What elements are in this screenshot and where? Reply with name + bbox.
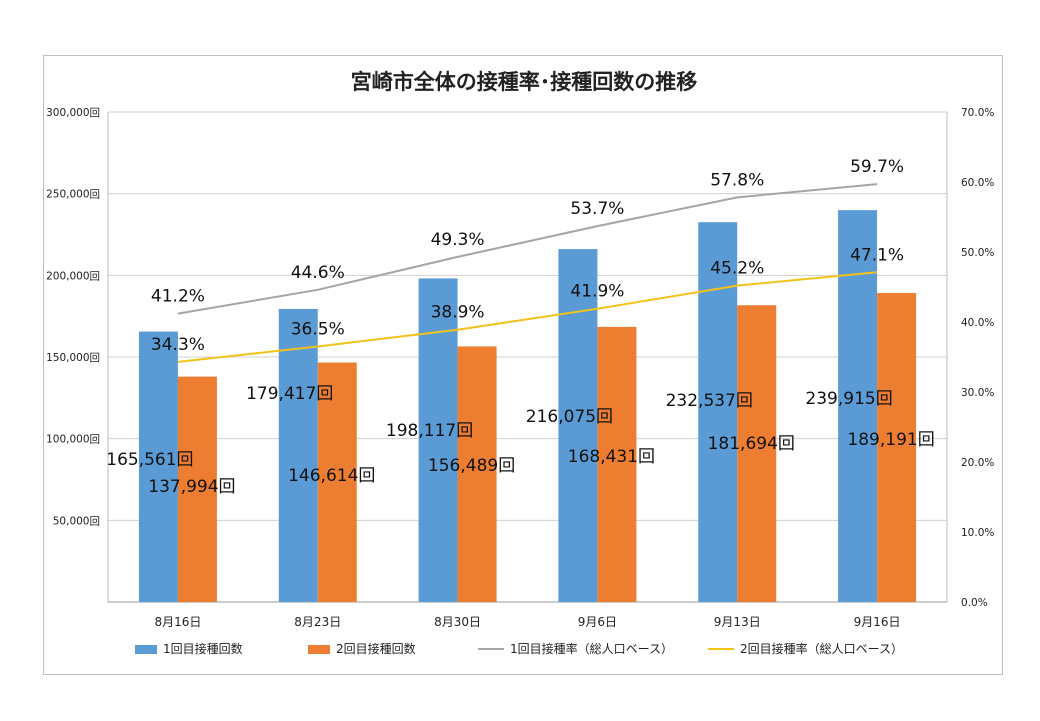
bar-data-label: 189,191回: [847, 430, 934, 450]
bar: [278, 308, 318, 602]
y-left-tick-label: 300,000回: [46, 107, 100, 119]
line-data-label: 49.3%: [431, 230, 485, 250]
legend-label: 2回目接種回数: [336, 641, 416, 656]
legend-swatch: [135, 645, 157, 654]
y-left-tick-label: 50,000回: [53, 515, 100, 527]
bar-data-label: 216,075回: [526, 407, 613, 427]
bar: [138, 331, 178, 602]
chart-svg: 宮崎市全体の接種率･接種回数の推移 50,000回 100,000回 150,000…: [46, 70, 994, 656]
y-right-tick-label: 30.0%: [961, 387, 994, 399]
line-data-label: 53.7%: [570, 199, 624, 219]
y-right-tick-label: 50.0%: [961, 247, 994, 259]
bar: [317, 362, 357, 602]
bar-data-label: 137,994回: [148, 477, 235, 497]
chart-frame: 宮崎市全体の接種率･接種回数の推移 50,000回 100,000回 150,000…: [43, 55, 1003, 675]
bar-data-label: 156,489回: [428, 456, 515, 476]
bar-data-label: 168,431回: [568, 447, 655, 467]
x-tick-label: 8月23日: [294, 615, 341, 629]
legend-swatch: [308, 645, 330, 654]
chart-title: 宮崎市全体の接種率･接種回数の推移: [351, 70, 698, 94]
bar: [558, 249, 598, 602]
legend-label: 1回目接種率（総人口ベース）: [510, 641, 673, 656]
bar-data-label: 165,561回: [106, 450, 193, 470]
x-tick-label: 9月13日: [714, 615, 761, 629]
bar-data-label: 239,915回: [805, 389, 892, 409]
line-data-label: 36.5%: [291, 320, 345, 340]
bar: [177, 376, 217, 602]
legend-label: 2回目接種率（総人口ベース）: [740, 641, 903, 656]
legend-label: 1回目接種回数: [163, 641, 243, 656]
y-right-tick-label: 60.0%: [961, 177, 994, 189]
bar: [597, 326, 637, 602]
line-data-label: 38.9%: [431, 303, 485, 323]
bar-data-label: 181,694回: [708, 434, 795, 454]
x-tick-label: 9月16日: [854, 615, 901, 629]
line-data-label: 59.7%: [850, 157, 904, 177]
bar-data-label: 198,117回: [386, 421, 473, 441]
series-line: [177, 271, 878, 363]
line-data-label: 47.1%: [850, 245, 904, 265]
y-left-tick-label: 250,000回: [46, 189, 100, 201]
line-data-label: 34.3%: [151, 335, 205, 355]
y-right-tick-label: 10.0%: [961, 527, 994, 539]
line-data-label: 57.8%: [710, 170, 764, 190]
bar-data-label: 232,537回: [666, 391, 753, 411]
series-line: [177, 183, 878, 315]
line-data-label: 41.2%: [151, 287, 205, 307]
bar-data-label: 146,614回: [288, 466, 375, 486]
x-tick-label: 8月30日: [434, 615, 481, 629]
y-right-tick-label: 20.0%: [961, 457, 994, 469]
y-right-tick-label: 0.0%: [961, 597, 988, 609]
line-data-label: 44.6%: [291, 263, 345, 283]
x-tick-label: 8月16日: [154, 615, 201, 629]
y-left-tick-label: 150,000回: [46, 352, 100, 364]
bar: [737, 305, 777, 602]
bar: [457, 346, 497, 602]
x-tick-label: 9月6日: [578, 615, 617, 629]
y-right-tick-label: 40.0%: [961, 317, 994, 329]
bar-data-label: 179,417回: [246, 384, 333, 404]
bar: [877, 292, 917, 602]
line-data-label: 41.9%: [570, 282, 624, 302]
y-left-tick-label: 100,000回: [46, 434, 100, 446]
y-left-tick-label: 200,000回: [46, 270, 100, 282]
y-right-tick-label: 70.0%: [961, 107, 994, 119]
bar: [698, 222, 738, 602]
line-data-label: 45.2%: [710, 259, 764, 279]
